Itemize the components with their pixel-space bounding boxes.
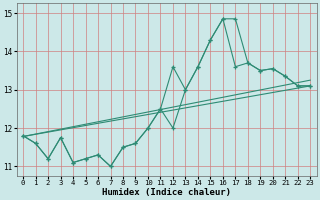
X-axis label: Humidex (Indice chaleur): Humidex (Indice chaleur) [102,188,231,197]
